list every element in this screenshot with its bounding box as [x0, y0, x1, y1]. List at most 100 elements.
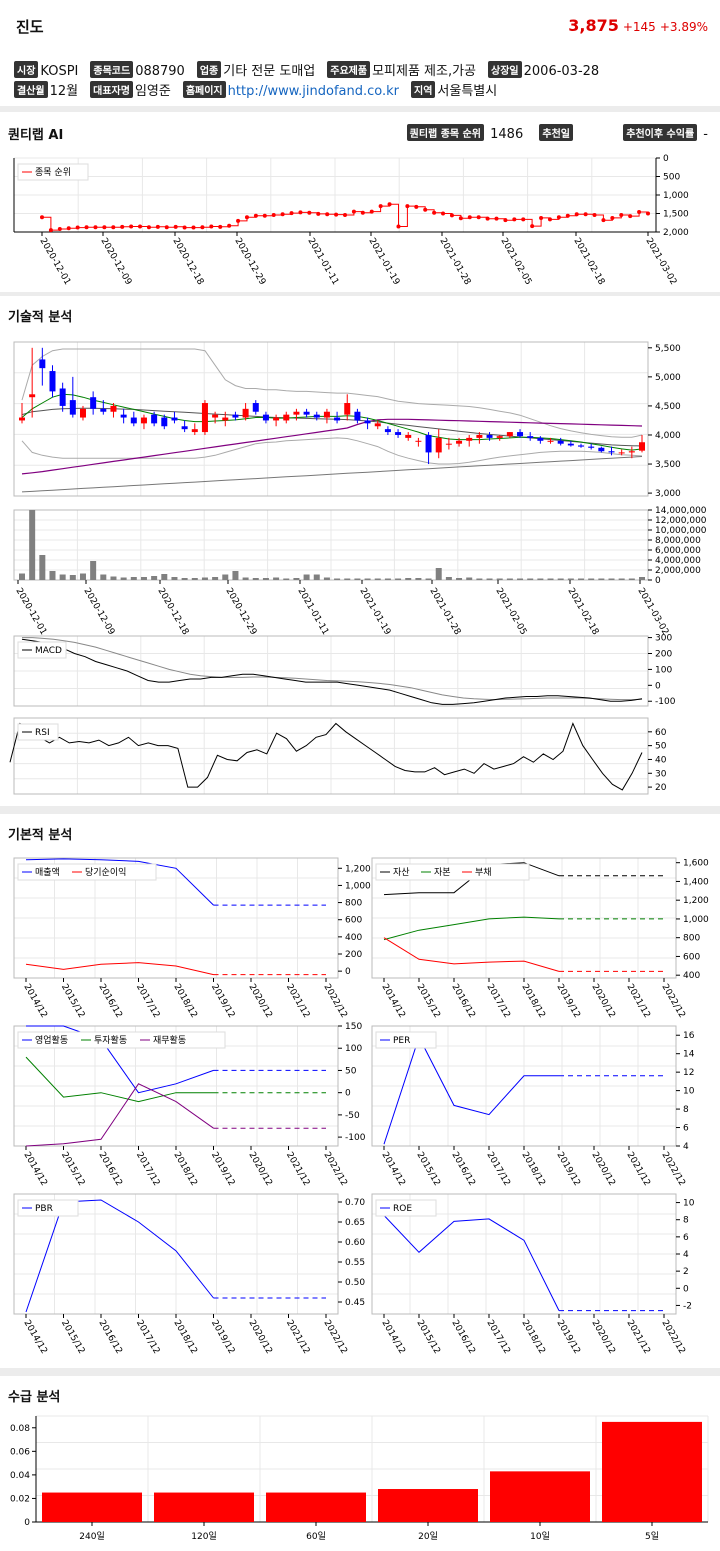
stock-header-card: 진도 3,875 +145 +3.89% 시장 KOSPI 종목코드 088790 업종 기타…	[0, 0, 720, 106]
year-label: 2021/12	[284, 983, 311, 1020]
y-tick-label: 0	[655, 681, 661, 691]
ma-long	[21, 456, 643, 493]
candle-body	[293, 411, 300, 415]
rank-chart: 0 500 1,000 1,500 2,000 종목 순위 2020-12-01 2020-1…	[13, 154, 689, 288]
rank-value: 1486	[490, 127, 524, 142]
candle-body	[374, 423, 381, 427]
rank-point	[244, 215, 249, 220]
rank-point	[628, 214, 633, 219]
rank-point	[583, 212, 588, 217]
info-label: 결산월	[14, 81, 48, 98]
rank-point	[111, 225, 116, 230]
volume-bar	[506, 578, 513, 580]
y-tick-label: 0.45	[345, 1298, 365, 1308]
volume-bar	[303, 574, 310, 580]
y-tick-label: 4	[683, 1142, 689, 1152]
y-tick-label: 1,600	[683, 859, 709, 869]
rec-day-label: 추천일	[539, 124, 573, 141]
legend-box	[17, 1031, 226, 1049]
rank-point	[360, 210, 365, 215]
y-tick-label: -100	[655, 697, 676, 707]
y-tick-label: 0.04	[10, 1471, 30, 1481]
date-label: 2020-12-29	[223, 587, 258, 638]
macd-signal	[22, 637, 643, 701]
y-tick-label: 4,000	[655, 431, 681, 441]
year-label: 2015/12	[414, 1151, 441, 1188]
year-label: 2015/12	[59, 1151, 86, 1188]
rank-point	[316, 211, 321, 216]
rank-point	[396, 224, 401, 229]
legend-entry: 당기순이익	[85, 866, 126, 878]
volume-bar	[496, 578, 503, 580]
rank-point	[432, 210, 437, 215]
stock-info-row-2: 결산월 12월 대표자명 임영준 홈페이지 http://www.jindofand.co…	[14, 80, 509, 99]
y-tick-label: 2	[683, 1267, 689, 1277]
y-tick-label: 1,000	[683, 915, 709, 925]
year-label: 2015/12	[59, 983, 86, 1020]
rank-point	[601, 218, 606, 223]
year-label: 2019/12	[554, 1319, 581, 1356]
y-tick-label: 0.65	[345, 1218, 365, 1228]
date-label: 2020-12-18	[170, 237, 205, 288]
y-tick-label: 150	[345, 1022, 362, 1032]
year-label: 2021/12	[624, 1319, 651, 1356]
year-label: 2015/12	[59, 1319, 86, 1356]
volume-bar	[191, 578, 198, 580]
y-tick-label: 6	[683, 1233, 689, 1243]
candle-body	[415, 440, 422, 442]
year-label: 2015/12	[414, 983, 441, 1020]
candle-body	[252, 403, 259, 412]
y-tick-label: 30	[655, 769, 667, 779]
candle-body	[466, 437, 473, 441]
rank-point	[530, 224, 535, 229]
candle-body	[567, 443, 574, 446]
date-label: 2021-02-05	[493, 587, 528, 637]
candle-body	[517, 432, 524, 437]
volume-bar	[405, 578, 412, 580]
y-tick-label: 600	[345, 916, 362, 926]
rank-point	[191, 225, 196, 230]
legend-entry: RSI	[35, 728, 50, 738]
volume-bar	[445, 577, 452, 580]
legend-box	[17, 1199, 79, 1217]
panel-frame	[13, 635, 649, 707]
candle-body	[212, 414, 219, 418]
volume-bar	[222, 574, 229, 580]
y-tick-label: 8	[683, 1105, 689, 1115]
y-tick-label: 0	[663, 154, 669, 164]
volume-bar	[29, 510, 36, 580]
candle-body	[425, 434, 432, 453]
price-change: +145	[622, 20, 656, 34]
year-label: 2021/12	[624, 983, 651, 1020]
technical-title: 기술적 분석	[8, 310, 73, 325]
y-tick-label: 14	[683, 1050, 695, 1060]
year-label: 2019/12	[554, 1151, 581, 1188]
y-tick-label: 300	[655, 634, 672, 644]
homepage-link[interactable]: http://www.jindofand.co.kr	[227, 84, 400, 99]
date-label: 2021-02-18	[571, 237, 606, 288]
rank-point	[637, 210, 642, 215]
y-tick-label: 8,000,000	[655, 536, 701, 546]
y-tick-label: 5,500	[655, 344, 681, 354]
volume-bar	[69, 575, 76, 580]
y-tick-label: 2,000,000	[655, 566, 701, 576]
year-label: 2022/12	[659, 983, 686, 1020]
candle-body	[273, 417, 280, 421]
volume-bar	[588, 578, 595, 580]
y-tick-label: 50	[655, 742, 667, 752]
fundamental-card: 기본적 분석 0 200 400 600 800 1,000 1,200 2014/12 201…	[0, 814, 720, 1368]
y-tick-label: 4,500	[655, 402, 681, 412]
year-label: 2020/12	[246, 1151, 273, 1188]
legend-entry: 자본	[434, 867, 451, 878]
candle-body	[405, 434, 412, 438]
year-label: 2019/12	[209, 1151, 236, 1188]
volume-bar	[293, 578, 300, 580]
year-label: 2022/12	[659, 1151, 686, 1188]
candle-body	[456, 440, 463, 444]
rank-point	[343, 212, 347, 217]
candle-body	[364, 420, 371, 424]
candle-body	[120, 414, 127, 418]
y-tick-label: 800	[345, 899, 362, 909]
info-label: 시장	[14, 61, 39, 78]
rank-point	[610, 215, 615, 220]
